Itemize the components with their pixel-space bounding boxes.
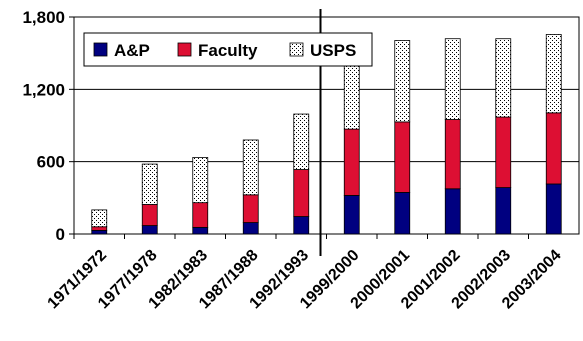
bar-segment-ap [192,226,209,235]
bar-segment-ap [343,195,360,235]
bar-segment-ap [141,225,158,235]
bar-segment-usps [242,139,259,196]
bar-segment-usps [545,34,562,114]
legend-label: USPS [310,41,356,60]
bar-segment-faculty [495,116,512,188]
legend-swatch [289,42,304,57]
bar-segment-usps [91,209,108,228]
y-tick-label: 600 [37,153,65,172]
bar-segment-faculty [444,119,461,190]
legend-label: Faculty [198,41,258,60]
bar-segment-ap [91,229,108,235]
bar-segment-ap [495,187,512,235]
bar-segment-ap [293,216,310,235]
bar-segment-faculty [293,169,310,217]
bar-segment-usps [444,38,461,120]
bar-segment-usps [192,157,209,204]
bar-segment-faculty [91,226,108,231]
bar-segment-faculty [394,121,411,193]
bar-segment-ap [444,188,461,235]
bar-segment-ap [394,192,411,235]
bar-segment-usps [394,40,411,123]
bar-segment-usps [495,38,512,118]
bar-segment-faculty [242,194,259,223]
legend-box [83,32,373,67]
y-tick-label: 1,800 [22,8,65,27]
bar-segment-ap [545,183,562,235]
legend-label: A&P [114,41,150,60]
bar-segment-ap [242,222,259,235]
bar-segment-faculty [141,204,158,226]
y-tick-label: 1,200 [22,80,65,99]
bar-segment-faculty [343,128,360,196]
legend-swatch [93,42,108,57]
bar-segment-usps [141,163,158,205]
y-tick-label: 0 [56,225,65,244]
bar-segment-faculty [545,112,562,185]
bar-segment-usps [293,113,310,170]
legend-swatch [177,42,192,57]
bar-segment-faculty [192,202,209,228]
